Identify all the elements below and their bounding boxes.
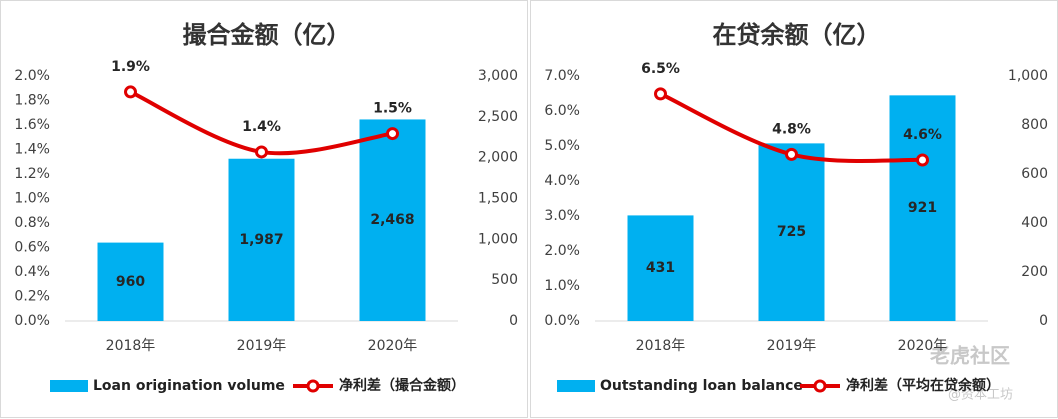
y-tick-label: 0.0% (544, 313, 580, 329)
y2-tick-label: 400 (1021, 215, 1048, 231)
line-marker (255, 145, 268, 159)
legend-swatch (50, 380, 88, 392)
bar (627, 215, 694, 321)
y2-tick-label: 200 (1021, 264, 1048, 280)
y-tick-label: 1.0% (14, 191, 50, 207)
watermark: @资本工坊 (948, 388, 1013, 403)
watermark: 老虎社区 (930, 344, 1010, 368)
y-tick-label: 7.0% (544, 68, 580, 84)
legend-swatch (306, 379, 320, 393)
y2-tick-label: 1,000 (478, 231, 518, 247)
legend-label: Outstanding loan balance (600, 378, 803, 394)
y2-tick-label: 3,000 (478, 68, 518, 84)
y2-tick-label: 600 (1021, 166, 1048, 182)
y2-tick-label: 500 (491, 272, 518, 288)
y2-tick-label: 2,000 (478, 150, 518, 166)
x-tick-label: 2020年 (368, 338, 418, 354)
y2-tick-label: 1,500 (478, 191, 518, 207)
y-tick-label: 0.0% (14, 313, 50, 329)
y-tick-label: 5.0% (544, 138, 580, 154)
x-tick-label: 2019年 (767, 338, 817, 354)
line-marker (124, 85, 137, 99)
x-tick-label: 2018年 (636, 338, 686, 354)
bar-value-label: 1,987 (239, 232, 283, 248)
y-tick-label: 0.8% (14, 215, 50, 231)
y2-tick-label: 0 (1039, 313, 1048, 329)
line-value-label: 4.6% (903, 127, 942, 143)
legend-swatch (813, 379, 827, 393)
legend-label: 净利差（平均在贷余额） (846, 377, 1000, 394)
y-tick-label: 6.0% (544, 103, 580, 119)
legend-swatch (557, 380, 595, 392)
line-value-label: 1.9% (111, 59, 150, 75)
line-marker (916, 153, 929, 167)
y-tick-label: 4.0% (544, 173, 580, 189)
line-value-label: 4.8% (772, 121, 811, 137)
y2-tick-label: 2,500 (478, 109, 518, 125)
bar (228, 158, 295, 321)
line-value-label: 1.4% (242, 119, 281, 135)
y-tick-label: 1.0% (544, 278, 580, 294)
y-tick-label: 1.4% (14, 142, 50, 158)
y-tick-label: 2.0% (544, 243, 580, 259)
legend-label: 净利差（撮合金额） (339, 377, 465, 394)
line-value-label: 6.5% (641, 61, 680, 77)
bar (889, 95, 956, 321)
bar (758, 143, 825, 321)
line-marker (785, 147, 798, 161)
bar-value-label: 2,468 (370, 212, 414, 228)
bar-value-label: 921 (908, 200, 937, 216)
chart-title: 在贷余额（亿） (713, 21, 881, 49)
x-tick-label: 2018年 (106, 338, 156, 354)
y2-tick-label: 0 (509, 313, 518, 329)
y-tick-label: 1.8% (14, 93, 50, 109)
y2-tick-label: 1,000 (1008, 68, 1048, 84)
line-marker (654, 87, 667, 101)
x-tick-label: 2019年 (237, 338, 287, 354)
bar-value-label: 960 (116, 274, 145, 290)
y2-tick-label: 800 (1021, 117, 1048, 133)
chart-title: 撮合金额（亿） (183, 21, 351, 49)
x-tick-label: 2020年 (898, 338, 948, 354)
y-tick-label: 2.0% (14, 68, 50, 84)
bar-value-label: 725 (777, 224, 806, 240)
y-tick-label: 0.4% (14, 264, 50, 280)
bar (97, 242, 164, 321)
line-value-label: 1.5% (373, 101, 412, 117)
legend-label: Loan origination volume (93, 378, 285, 394)
y-tick-label: 1.6% (14, 117, 50, 133)
y-tick-label: 3.0% (544, 208, 580, 224)
bar-value-label: 431 (646, 260, 675, 276)
bar (359, 119, 426, 322)
y-tick-label: 0.2% (14, 289, 50, 305)
y-tick-label: 1.2% (14, 166, 50, 182)
line-marker (386, 127, 399, 141)
y-tick-label: 0.6% (14, 240, 50, 256)
